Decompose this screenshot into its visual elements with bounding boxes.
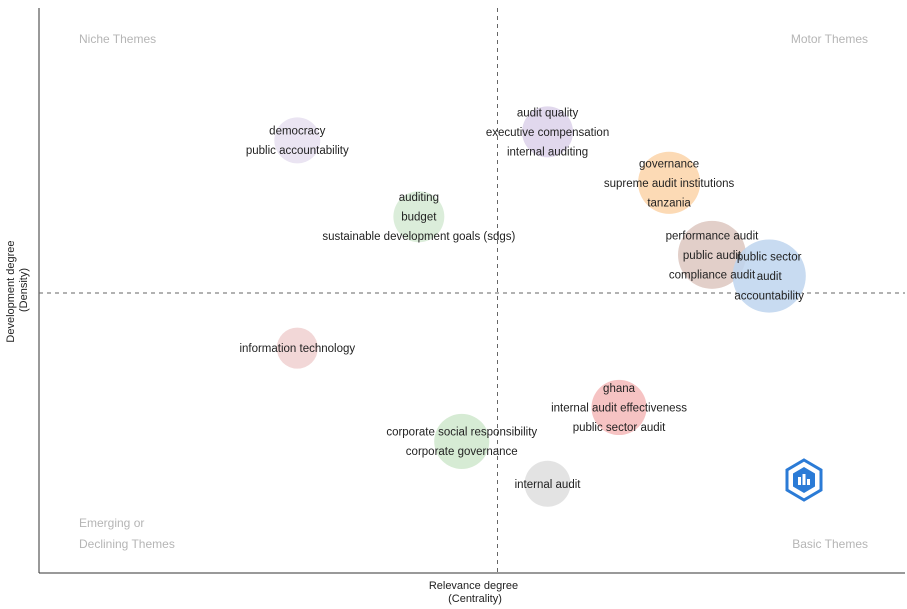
cluster-bubble <box>678 220 746 289</box>
cluster-term-label: supreme audit institutions <box>604 178 735 190</box>
cluster-bubble <box>591 379 647 436</box>
cluster-term-label: corporate social responsibility <box>386 427 537 439</box>
cluster-term-label: public accountability <box>246 145 349 157</box>
quadrant-label-emerging-declining-themes: Emerging or Declining Themes <box>79 516 175 551</box>
cluster-term-label: public sector audit <box>573 422 666 434</box>
cluster-bubble <box>638 151 701 214</box>
cluster-bubble <box>524 460 571 507</box>
cluster-term-label: compliance audit <box>669 269 756 281</box>
cluster-term-label: ghana <box>603 383 636 395</box>
cluster-term-label: public audit <box>683 250 742 262</box>
cluster-bubble <box>522 106 574 158</box>
quadrant-label-niche-themes: Niche Themes <box>79 32 156 46</box>
cluster-term-label: accountability <box>734 291 804 303</box>
cluster-bubble <box>274 117 321 164</box>
cluster-term-label: internal auditing <box>507 146 588 158</box>
cluster-term-label: sustainable development goals (sdgs) <box>322 231 515 243</box>
cluster-term-label: audit <box>757 271 783 283</box>
cluster-bubble <box>393 191 445 243</box>
x-axis-title: Relevance degree (Centrality) <box>429 580 521 605</box>
cluster-term-label: budget <box>401 212 437 224</box>
quadrant-label-motor-themes: Motor Themes <box>791 32 868 46</box>
cluster-bubble <box>434 413 490 469</box>
cluster-term-label: governance <box>639 158 699 170</box>
bibliometrix-logo-icon <box>785 458 823 502</box>
cluster-term-label: internal audit <box>515 479 582 491</box>
cluster-term-label: auditing <box>399 192 439 204</box>
y-axis-title: Development degree (Density) <box>5 237 30 342</box>
cluster-term-label: public sector <box>737 252 802 264</box>
cluster-term-label: tanzania <box>647 197 691 209</box>
cluster-labels: democracy public accountability audit qual… <box>239 107 804 490</box>
cluster-bubble <box>732 239 806 313</box>
cluster-bubbles <box>274 106 806 507</box>
cluster-bubble <box>276 327 318 369</box>
cluster-term-label: performance audit <box>666 230 759 242</box>
cluster-term-label: democracy <box>269 126 325 138</box>
cluster-term-label: information technology <box>239 343 355 355</box>
quadrant-label-basic-themes: Basic Themes <box>792 537 868 551</box>
cluster-term-label: executive compensation <box>486 127 609 139</box>
cluster-term-label: corporate governance <box>406 446 518 458</box>
cluster-term-label: internal audit effectiveness <box>551 402 687 414</box>
cluster-term-label: audit quality <box>517 107 579 119</box>
